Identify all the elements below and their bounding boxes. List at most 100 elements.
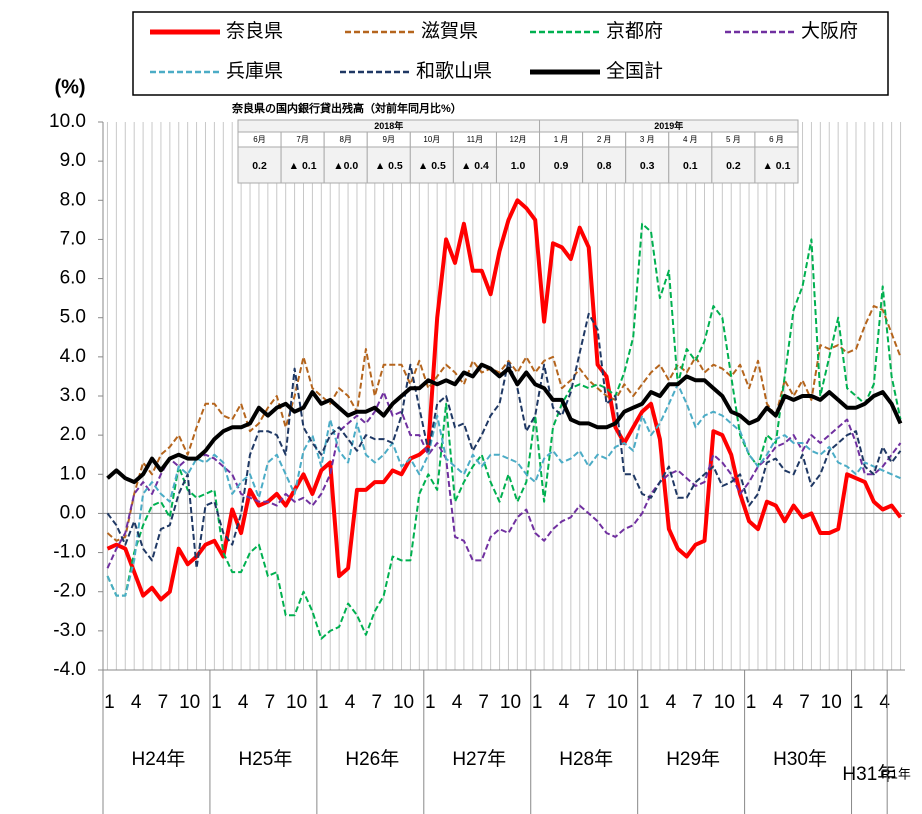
table-value: 1.0 <box>511 160 526 172</box>
series-line <box>106 312 902 570</box>
table-value: ▲ 0.4 <box>461 160 489 172</box>
legend-label: 兵庫県 <box>226 60 283 82</box>
y-tick-label: -1.0 <box>53 542 86 563</box>
table-value: 0.9 <box>554 160 569 172</box>
table-value: 0.2 <box>726 160 741 172</box>
table-month: 10月 <box>423 135 440 144</box>
table-value: ▲ 0.5 <box>375 160 403 172</box>
x-tick-label: 1 <box>853 692 864 713</box>
x-group-label: H24年 <box>132 748 186 770</box>
x-tick-label: 1 <box>746 692 757 713</box>
x-tick-label: 4 <box>772 692 783 713</box>
x-tick-label: 7 <box>478 692 489 713</box>
x-group-label: H28年 <box>559 748 613 770</box>
table-value-cell <box>754 146 799 184</box>
legend-box <box>132 11 889 96</box>
table-month: 7月 <box>296 135 308 144</box>
x-group-label: H31年 <box>842 763 896 785</box>
series-line <box>106 305 902 542</box>
x-tick-label: 1 <box>532 692 543 713</box>
series-line <box>106 391 902 569</box>
legend-label: 滋賀県 <box>421 20 478 42</box>
x-tick-label: 1 <box>639 692 650 713</box>
x-tick-label: 7 <box>265 692 276 713</box>
table-title: 奈良県の国内銀行貸出残高（対前年同月比%） <box>231 101 462 115</box>
table-value: 0.8 <box>597 160 612 172</box>
y-tick-label: -3.0 <box>53 620 86 641</box>
y-tick-label: 3.0 <box>60 385 86 406</box>
table-value: 0.1 <box>683 160 698 172</box>
table-year: 2018年 <box>374 120 403 131</box>
y-tick-label: 1.0 <box>60 463 86 484</box>
x-tick-label: 10 <box>286 692 307 713</box>
table-month: 1 月 <box>554 135 569 144</box>
x-group-label: H27年 <box>452 748 506 770</box>
x-tick-label: 7 <box>585 692 596 713</box>
table-month: 3 月 <box>640 135 655 144</box>
x-tick-label: 10 <box>179 692 200 713</box>
x-tick-label: 4 <box>666 692 677 713</box>
table-value: ▲0.0 <box>333 160 358 172</box>
series-line <box>106 362 903 485</box>
y-tick-label: 2.0 <box>60 424 86 445</box>
table-month: 8月 <box>339 135 351 144</box>
y-tick-label: 9.0 <box>60 150 86 171</box>
table-value: ▲ 0.1 <box>763 160 791 172</box>
table-value: ▲ 0.1 <box>289 160 317 172</box>
table-value-cell <box>237 146 282 184</box>
y-tick-label: 10.0 <box>49 111 86 132</box>
table-value: ▲ 0.5 <box>418 160 446 172</box>
legend-label: 和歌山県 <box>416 60 492 82</box>
x-tick-label: 4 <box>345 692 356 713</box>
x-tick-label: 4 <box>879 692 890 713</box>
legend-label: 全国計 <box>606 60 663 82</box>
table-month: 9月 <box>383 135 395 144</box>
table-value-cell <box>582 146 627 184</box>
table-month: 4 月 <box>683 135 698 144</box>
table-month: 5 月 <box>726 135 741 144</box>
table-month: 2 月 <box>597 135 612 144</box>
table-month: 12月 <box>510 135 527 144</box>
x-tick-label: 7 <box>799 692 810 713</box>
x-tick-label: 1 <box>318 692 329 713</box>
x-tick-label: 4 <box>559 692 570 713</box>
y-tick-label: 7.0 <box>60 228 86 249</box>
legend-label: 京都府 <box>606 20 663 42</box>
legend-label: 大阪府 <box>801 20 858 42</box>
y-tick-label: 4.0 <box>60 346 86 367</box>
y-tick-label: 0.0 <box>60 502 86 523</box>
table-value-cell <box>323 146 368 184</box>
table-value: 0.2 <box>252 160 267 172</box>
series-line <box>106 198 903 602</box>
x-group-label: H30年 <box>773 748 827 770</box>
legend-label: 奈良県 <box>226 20 283 42</box>
table-value: 0.3 <box>640 160 655 172</box>
table-month: 6月 <box>253 135 265 144</box>
x-tick-label: 7 <box>692 692 703 713</box>
y-tick-label: -2.0 <box>53 581 86 602</box>
x-group-label: H25年 <box>238 748 292 770</box>
x-tick-label: 10 <box>607 692 628 713</box>
y-axis-label: (%) <box>54 76 85 98</box>
x-tick-label: 4 <box>131 692 142 713</box>
x-tick-label: 4 <box>238 692 249 713</box>
x-tick-label: 10 <box>821 692 842 713</box>
y-tick-label: 8.0 <box>60 189 86 210</box>
y-tick-label: -4.0 <box>53 659 86 680</box>
table-value-cell <box>625 146 670 184</box>
table-month: 11月 <box>467 135 483 144</box>
table-value-cell <box>711 146 756 184</box>
y-tick-label: 6.0 <box>60 268 86 289</box>
y-tick-label: 5.0 <box>60 307 86 328</box>
x-tick-label: 10 <box>393 692 414 713</box>
x-tick-label: 7 <box>158 692 169 713</box>
x-tick-label: 4 <box>452 692 463 713</box>
x-tick-label: 1 <box>104 692 115 713</box>
x-tick-label: 1 <box>425 692 436 713</box>
x-tick-label: 10 <box>500 692 521 713</box>
x-tick-label: 7 <box>371 692 382 713</box>
x-group-label: H26年 <box>345 748 399 770</box>
table-value-cell <box>495 146 541 184</box>
